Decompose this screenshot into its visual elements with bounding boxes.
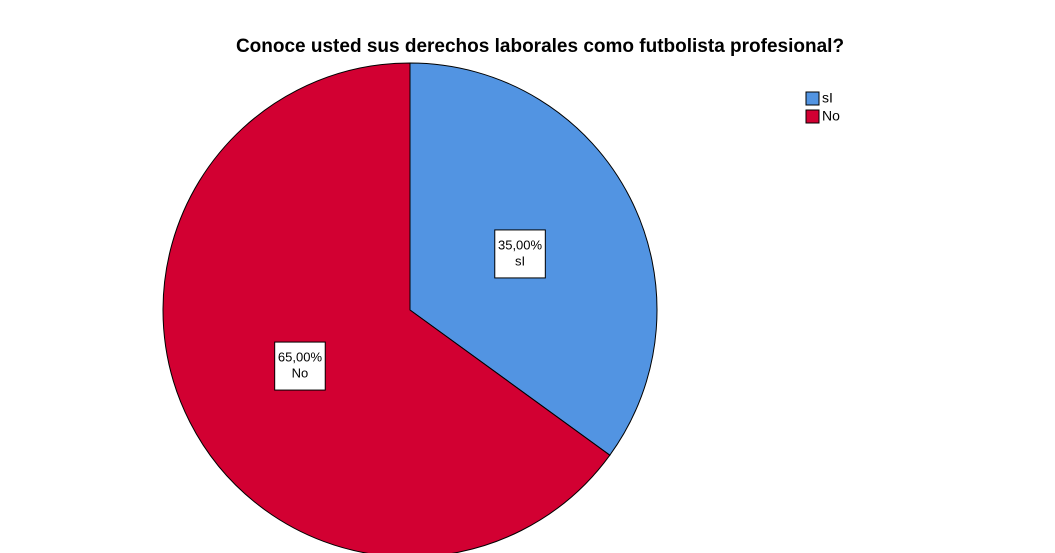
- data-label-category: sI: [515, 253, 525, 268]
- data-label: 35,00%sI: [494, 229, 546, 279]
- data-label-box: [494, 229, 546, 279]
- legend-swatch: [805, 91, 820, 106]
- data-label-value: 65,00%: [278, 350, 323, 365]
- data-label-value: 35,00%: [498, 237, 543, 252]
- legend-label: sI: [822, 90, 833, 106]
- legend-label: No: [822, 108, 840, 124]
- data-label: 65,00%No: [274, 341, 326, 391]
- pie-slice: [162, 62, 611, 553]
- data-label-category: No: [292, 366, 309, 381]
- legend-swatch: [805, 109, 820, 124]
- chart-title: Conoce usted sus derechos laborales como…: [236, 36, 844, 57]
- data-label-box: [274, 341, 326, 391]
